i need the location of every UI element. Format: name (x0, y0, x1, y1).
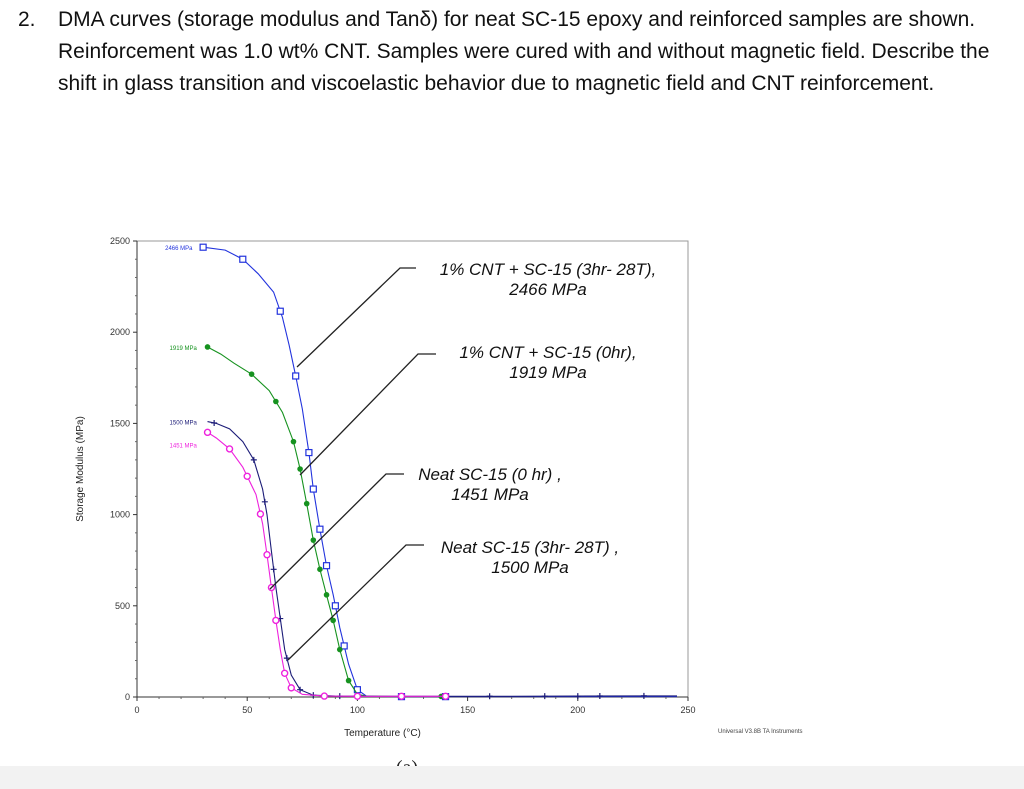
data-point (204, 344, 211, 350)
annotation-leader-line (269, 473, 404, 590)
annotation-line1: Neat SC-15 (3hr- 28T) , (441, 538, 619, 557)
data-point (310, 537, 317, 543)
series-start-label: 1500 MPa (170, 421, 198, 427)
annotation-leader-line (296, 267, 416, 368)
series-start-label: 1919 MPa (170, 346, 198, 352)
annotation-line2: 1919 MPa (509, 363, 587, 382)
annotation-line1: Neat SC-15 (0 hr) , (418, 465, 562, 484)
data-point (336, 646, 343, 653)
data-point (276, 307, 284, 315)
series-3: 1451 MPa (170, 428, 450, 700)
watermark-text: Universal V3.8B TA Instruments (718, 729, 802, 735)
annotation-2: Neat SC-15 (0 hr) ,1451 MPa (269, 465, 562, 590)
y-tick-label: 2500 (110, 236, 130, 246)
data-point (574, 693, 581, 700)
x-tick-label: 0 (134, 705, 139, 715)
data-point (541, 693, 548, 700)
data-point (250, 456, 257, 463)
data-point (239, 255, 247, 263)
annotation-leader-line (287, 544, 424, 661)
y-tick-label: 1500 (110, 418, 130, 428)
data-point (320, 692, 329, 700)
series-2: 1500 MPa (170, 419, 677, 700)
y-tick-label: 0 (125, 692, 130, 702)
annotation-line1: 1% CNT + SC-15 (3hr- 28T), (440, 260, 657, 279)
x-tick-label: 200 (570, 705, 585, 715)
series-line (207, 421, 677, 697)
data-point (397, 692, 406, 700)
question-block: 2. DMA curves (storage modulus and Tanδ)… (18, 4, 1008, 100)
data-point (225, 445, 234, 453)
data-point (256, 510, 265, 518)
data-point (305, 448, 313, 457)
annotation-line1: 1% CNT + SC-15 (0hr), (459, 343, 636, 362)
data-point (199, 243, 207, 251)
data-point (309, 485, 317, 493)
bottom-band (0, 766, 1024, 789)
data-point (340, 642, 348, 650)
data-point (486, 693, 493, 700)
y-tick-label: 1000 (110, 510, 130, 520)
data-point (596, 693, 603, 700)
data-point (203, 428, 212, 437)
annotation-line2: 2466 MPa (508, 280, 587, 299)
data-point (287, 684, 295, 692)
data-point (345, 677, 352, 684)
question-text: DMA curves (storage modulus and Tanδ) fo… (58, 8, 990, 95)
data-point (263, 551, 271, 559)
annotation-1: 1% CNT + SC-15 (0hr),1919 MPa (299, 343, 637, 476)
annotation-line2: 1500 MPa (491, 558, 569, 577)
series-line (207, 346, 446, 698)
series-1: 1919 MPa (170, 344, 446, 700)
x-tick-label: 250 (680, 705, 695, 715)
data-point (640, 692, 647, 699)
data-point (292, 372, 300, 380)
y-tick-label: 500 (115, 601, 130, 611)
data-point (243, 472, 251, 480)
data-point (331, 602, 339, 610)
data-point (272, 616, 280, 625)
data-point (317, 566, 323, 573)
annotation-0: 1% CNT + SC-15 (3hr- 28T),2466 MPa (296, 260, 657, 368)
data-point (322, 562, 331, 570)
data-point (261, 498, 268, 505)
data-point (283, 655, 290, 662)
data-point (303, 500, 310, 507)
annotation-leader-line (299, 353, 436, 476)
data-point (441, 692, 450, 700)
x-tick-label: 50 (242, 705, 252, 715)
annotation-line2: 1451 MPa (451, 485, 529, 504)
x-tick-label: 150 (460, 705, 475, 715)
data-point (297, 466, 303, 472)
x-axis-label: Temperature (°C) (344, 728, 421, 739)
data-point (248, 371, 255, 377)
x-tick-label: 100 (350, 705, 365, 715)
y-axis-label: Storage Modulus (MPa) (75, 416, 86, 522)
data-point (297, 686, 304, 693)
y-tick-label: 2000 (110, 327, 130, 337)
series-start-label: 1451 MPa (170, 443, 198, 449)
data-point (323, 592, 330, 598)
data-point (290, 438, 297, 445)
data-point (211, 419, 218, 426)
data-point (316, 525, 324, 533)
data-point (353, 692, 362, 700)
series-start-label: 2466 MPa (165, 246, 193, 252)
annotation-3: Neat SC-15 (3hr- 28T) ,1500 MPa (287, 538, 619, 661)
data-point (273, 398, 279, 405)
plot-frame (136, 240, 689, 698)
data-point (330, 617, 336, 624)
data-point (270, 566, 277, 573)
question-number: 2. (18, 8, 36, 31)
data-point (280, 669, 289, 677)
